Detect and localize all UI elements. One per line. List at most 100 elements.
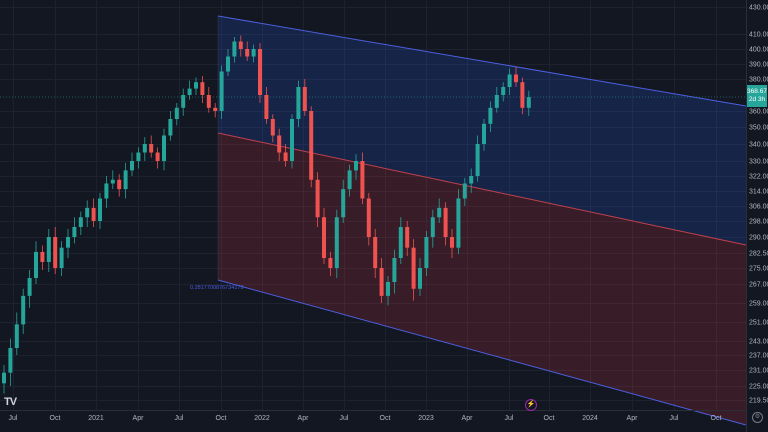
candle: [334, 209, 339, 278]
candle: [34, 241, 38, 284]
candle-body: [341, 189, 346, 218]
candle: [520, 77, 525, 115]
candle-body: [398, 227, 403, 258]
candle-body: [418, 268, 422, 289]
candle-body: [206, 95, 211, 108]
candle-body: [392, 258, 397, 282]
candle-body: [462, 183, 467, 199]
candle: [136, 147, 141, 169]
candle-body: [469, 176, 474, 184]
candle-body: [488, 107, 493, 124]
candle-body: [149, 144, 154, 153]
candle: [66, 229, 70, 258]
price-tick-label: 390.00: [749, 62, 768, 69]
candle: [53, 227, 58, 274]
candle: [206, 87, 211, 113]
time-tick-label: Jul: [9, 415, 18, 422]
candle-body: [386, 282, 390, 296]
candle-body: [53, 237, 58, 268]
candle-body: [136, 152, 141, 161]
candle-body: [187, 88, 192, 95]
channel-label: 0.2817700876734279: [190, 285, 244, 291]
candle: [296, 80, 301, 127]
time-tick-label: Oct: [544, 415, 555, 422]
channel-mid-line[interactable]: [217, 132, 747, 246]
candle-body: [110, 179, 115, 184]
grid: [0, 0, 746, 410]
time-axis[interactable]: Jul Oct 2021 Apr Jul Oct 2022 Apr Jul Oct 2023 Apr J…: [9, 415, 722, 422]
candle-body: [46, 237, 51, 262]
candle: [322, 207, 326, 264]
candle-body: [174, 107, 179, 119]
price-tick-label: 219.50: [749, 398, 768, 405]
candle: [411, 239, 416, 301]
candle-body: [258, 49, 262, 95]
candle: [27, 270, 32, 308]
candle: [379, 258, 384, 303]
price-tick-label: 298.00: [749, 219, 768, 226]
candle-body: [162, 135, 166, 161]
candle: [354, 154, 358, 180]
last-price-badge: 368.67 2d 3h: [747, 85, 767, 107]
candle: [302, 79, 307, 116]
candle-body: [130, 161, 134, 171]
price-tick-label: 267.00: [749, 282, 768, 289]
candle-body: [168, 119, 173, 136]
candle: [347, 164, 352, 197]
candle: [213, 103, 218, 118]
bar-countdown: 2d 3h: [748, 96, 766, 103]
channel-top-line[interactable]: [217, 15, 747, 107]
price-tick-label: 259.00: [749, 301, 768, 308]
price-tick-label: 306.00: [749, 204, 768, 211]
candle: [168, 111, 173, 141]
candle: [110, 170, 115, 190]
candle-body: [322, 217, 326, 258]
price-tick-label: 231.00: [749, 368, 768, 375]
candle: [130, 152, 134, 176]
price-tick-label: 237.00: [749, 353, 768, 360]
settings-icon[interactable]: ⚙: [752, 412, 763, 423]
candle: [174, 103, 179, 126]
price-tick-label: 225.00: [749, 384, 768, 391]
candle-body: [482, 123, 486, 144]
candle: [469, 168, 474, 193]
candle: [443, 202, 448, 246]
candle-body: [443, 207, 448, 237]
candle-body: [213, 107, 218, 111]
candle: [475, 135, 480, 182]
tradingview-logo[interactable]: TV: [4, 396, 17, 408]
candle-body: [283, 152, 288, 161]
candle: [437, 198, 442, 223]
time-tick-label: Apr: [133, 415, 145, 422]
price-tick-label: 360.00: [749, 109, 768, 116]
price-axis[interactable]: 430.00 410.00 400.00 390.00 380.00 360.00 350.…: [749, 5, 768, 405]
candle: [123, 162, 128, 199]
time-tick-label: 2023: [418, 415, 434, 422]
candle: [14, 312, 19, 355]
lightning-icon[interactable]: ⚡: [525, 399, 537, 411]
channel-lower-fill: [218, 133, 746, 425]
candle-body: [456, 198, 461, 248]
candle-body: [40, 251, 45, 262]
candle: [117, 174, 122, 197]
candle-body: [437, 207, 442, 218]
candle: [405, 221, 410, 256]
time-tick-label: Apr: [462, 415, 474, 422]
candle-body: [475, 144, 480, 176]
candle-body: [264, 95, 269, 119]
channel-bottom-line[interactable]: [217, 279, 747, 426]
candle-body: [142, 144, 147, 153]
last-price: 368.67: [747, 88, 767, 95]
candle-body: [373, 237, 378, 268]
candle: [72, 217, 77, 244]
candle: [398, 217, 403, 264]
price-tick-label: 350.00: [749, 125, 768, 132]
candle-body: [78, 217, 83, 227]
candle-body: [8, 348, 13, 373]
candle: [104, 176, 109, 208]
candle: [450, 229, 454, 258]
candle: [142, 137, 147, 161]
candle: [200, 76, 205, 103]
candle-body: [520, 82, 525, 108]
